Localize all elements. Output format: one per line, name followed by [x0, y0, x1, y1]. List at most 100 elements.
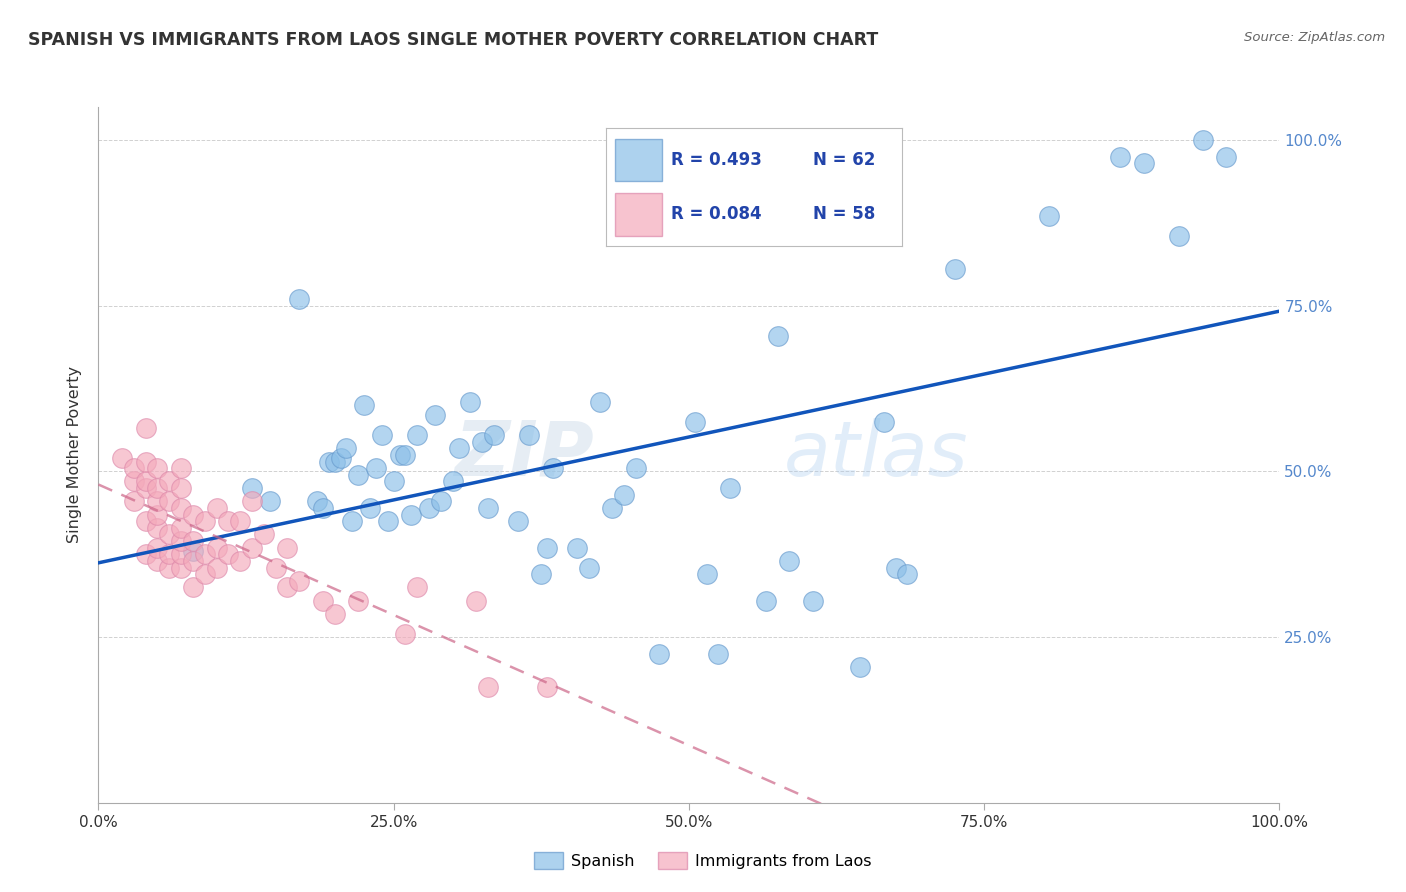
Text: N = 58: N = 58: [813, 205, 875, 223]
Point: [578, 560, 600, 574]
Point: [157, 494, 180, 508]
Point: [323, 454, 346, 468]
Point: [1168, 229, 1191, 244]
Point: [170, 547, 193, 561]
Point: [536, 680, 558, 694]
Point: [335, 442, 357, 456]
Point: [157, 475, 180, 489]
Point: [696, 567, 718, 582]
Point: [589, 395, 612, 409]
Point: [146, 521, 169, 535]
Point: [477, 500, 499, 515]
Point: [353, 398, 375, 412]
Point: [157, 527, 180, 541]
Point: [364, 461, 387, 475]
Point: [170, 534, 193, 549]
Point: [801, 593, 824, 607]
Point: [146, 554, 169, 568]
Point: [122, 475, 145, 489]
Point: [465, 593, 488, 607]
Point: [181, 554, 204, 568]
Point: [423, 408, 446, 422]
Point: [146, 494, 169, 508]
Point: [1215, 150, 1237, 164]
Point: [181, 508, 204, 522]
Point: [359, 500, 381, 515]
Point: [1132, 156, 1154, 170]
Point: [1038, 210, 1060, 224]
Point: [394, 627, 416, 641]
Point: [471, 434, 494, 449]
Point: [170, 500, 193, 515]
Point: [135, 514, 157, 528]
Point: [506, 514, 529, 528]
Point: [194, 567, 217, 582]
Point: [217, 514, 239, 528]
Y-axis label: Single Mother Poverty: Single Mother Poverty: [67, 367, 83, 543]
FancyBboxPatch shape: [614, 193, 662, 235]
Point: [229, 554, 252, 568]
Point: [477, 680, 499, 694]
Point: [406, 581, 429, 595]
Point: [181, 581, 204, 595]
Point: [778, 554, 800, 568]
Point: [718, 481, 741, 495]
Point: [613, 488, 636, 502]
Point: [1191, 133, 1213, 147]
Point: [276, 581, 298, 595]
Point: [240, 481, 263, 495]
Point: [536, 541, 558, 555]
Point: [135, 421, 157, 435]
Point: [157, 560, 180, 574]
Point: [146, 481, 169, 495]
Point: [111, 451, 134, 466]
Point: [253, 527, 276, 541]
Point: [146, 508, 169, 522]
Point: [401, 508, 423, 522]
Point: [264, 560, 287, 574]
Point: [347, 593, 370, 607]
Point: [288, 574, 311, 588]
Point: [943, 262, 966, 277]
Point: [170, 481, 193, 495]
Point: [418, 500, 440, 515]
Text: atlas: atlas: [783, 418, 967, 491]
Point: [240, 541, 263, 555]
Point: [170, 560, 193, 574]
Text: N = 62: N = 62: [813, 151, 876, 169]
Point: [329, 451, 352, 466]
Point: [323, 607, 346, 621]
Point: [181, 544, 204, 558]
Point: [447, 442, 470, 456]
Point: [755, 593, 778, 607]
Point: [849, 660, 872, 674]
Point: [146, 541, 169, 555]
Point: [519, 428, 541, 442]
Point: [406, 428, 429, 442]
Point: [430, 494, 453, 508]
Point: [194, 514, 217, 528]
Point: [347, 467, 370, 482]
Point: [318, 454, 340, 468]
Point: [382, 475, 405, 489]
Point: [377, 514, 399, 528]
Point: [170, 521, 193, 535]
Point: [229, 514, 252, 528]
FancyBboxPatch shape: [614, 138, 662, 181]
Point: [305, 494, 328, 508]
Point: [194, 547, 217, 561]
Point: [530, 567, 553, 582]
Point: [371, 428, 394, 442]
Point: [259, 494, 281, 508]
Point: [624, 461, 647, 475]
Text: SPANISH VS IMMIGRANTS FROM LAOS SINGLE MOTHER POVERTY CORRELATION CHART: SPANISH VS IMMIGRANTS FROM LAOS SINGLE M…: [28, 31, 879, 49]
Point: [683, 415, 706, 429]
Point: [312, 500, 335, 515]
Point: [276, 541, 298, 555]
Text: R = 0.493: R = 0.493: [671, 151, 762, 169]
Point: [205, 560, 228, 574]
Text: ZIP: ZIP: [454, 418, 595, 491]
Point: [135, 475, 157, 489]
Point: [170, 461, 193, 475]
Point: [135, 454, 157, 468]
